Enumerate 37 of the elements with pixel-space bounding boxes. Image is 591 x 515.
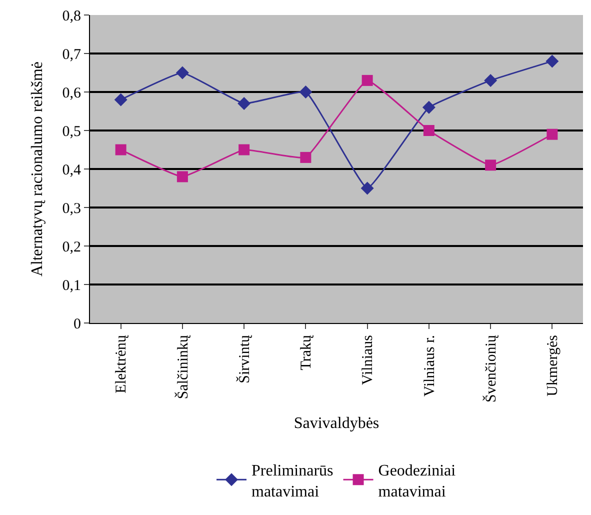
point <box>114 93 128 106</box>
x-tick-label: Vilniaus <box>360 334 376 385</box>
point <box>115 144 126 156</box>
y-tick-label: 0,3 <box>62 200 81 217</box>
point <box>422 100 436 114</box>
x-tick-label: Trakų <box>298 334 315 370</box>
y-tick-label: 0,4 <box>62 162 82 178</box>
x-tick-label: Šalčininkų <box>174 334 192 400</box>
point <box>176 66 189 80</box>
y-tick-label: 0,8 <box>62 8 81 24</box>
y-tick-label: 0 <box>74 316 81 332</box>
y-tick-label: 0,6 <box>62 85 82 102</box>
point <box>484 74 498 87</box>
point <box>238 97 251 110</box>
x-tick-label: Ukmergės <box>545 334 562 396</box>
x-tick-label: Švenčionių <box>482 334 500 402</box>
point <box>423 125 434 136</box>
point <box>176 171 188 182</box>
point <box>485 160 496 171</box>
point <box>238 144 250 156</box>
y-tick-label: 0,7 <box>62 46 82 63</box>
point <box>546 54 559 68</box>
point <box>546 128 558 140</box>
point <box>360 182 374 195</box>
y-axis-title: Alternatyvų racionalumo reikšmė <box>29 61 46 277</box>
legend-label: Geodeziniai matavimai <box>378 462 456 500</box>
x-tick-label: Vilniaus r. <box>422 335 438 397</box>
y-tick-label: 0,5 <box>62 124 81 140</box>
x-axis-title: Savivaldybės <box>294 415 380 432</box>
x-tick-label: Elektrėnų <box>114 334 130 394</box>
point <box>299 86 312 98</box>
point <box>300 152 312 163</box>
y-tick-label: 0,2 <box>62 239 81 256</box>
point <box>362 74 373 86</box>
x-tick-label: Širvintų <box>236 334 253 384</box>
y-tick-label: 0,1 <box>62 278 81 294</box>
legend-label: Preliminarūs matavimai <box>252 462 334 500</box>
